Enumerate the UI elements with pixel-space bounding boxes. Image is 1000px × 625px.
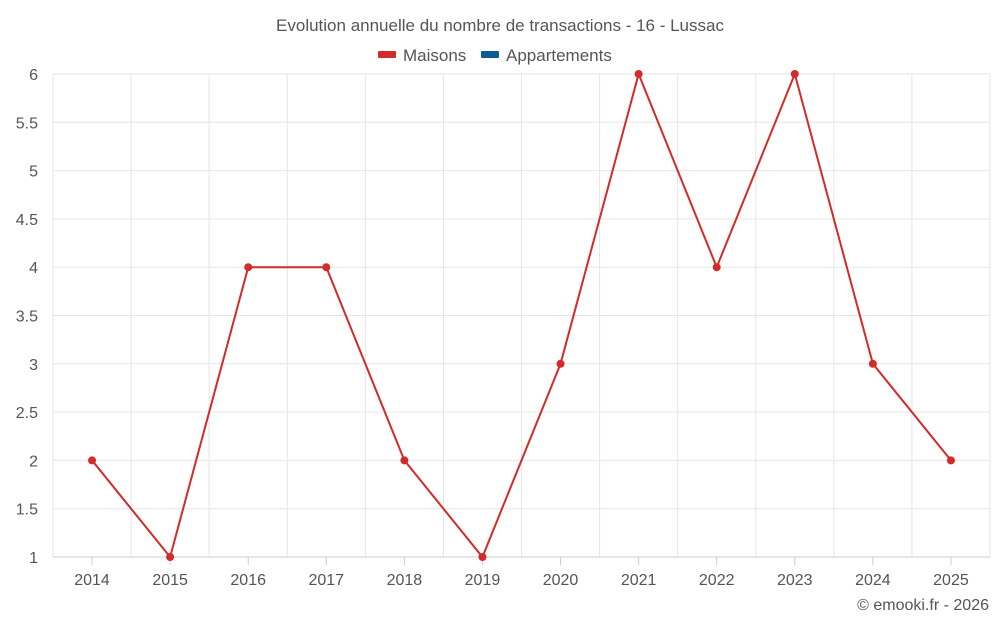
legend-swatch-appartements [481,51,499,58]
series-line-maisons [91,70,952,560]
x-tick-label: 2014 [74,572,110,589]
x-tick-label: 2024 [855,572,891,589]
data-point-maisons[interactable] [634,70,643,78]
y-tick-label: 5 [29,164,38,181]
series [88,70,955,561]
legend-label-maisons: Maisons [403,46,466,65]
data-point-maisons[interactable] [946,456,955,465]
y-tick-label: 4.5 [16,212,38,229]
data-point-maisons[interactable] [88,456,97,465]
y-tick-label: 1.5 [16,502,38,519]
data-point-maisons[interactable] [478,553,487,561]
legend-label-appartements: Appartements [506,46,612,65]
data-point-maisons[interactable] [556,359,565,368]
y-tick-label: 3.5 [16,309,38,326]
data-point-maisons[interactable] [790,70,799,78]
credit-text: © emooki.fr - 2026 [857,597,989,614]
y-tick-label: 1 [29,550,38,567]
x-tick-label: 2020 [543,572,579,589]
legend[interactable]: Maisons Appartements [378,46,612,65]
y-tick-label: 3 [29,357,38,374]
y-tick-label: 5.5 [16,115,38,132]
y-tick-label: 2.5 [16,405,38,422]
grid [52,73,991,557]
x-tick-label: 2019 [465,572,501,589]
data-point-maisons[interactable] [400,456,409,465]
x-tick-label: 2022 [699,572,735,589]
legend-swatch-maisons [378,51,396,58]
x-tick-label: 2016 [230,572,266,589]
x-tick-label: 2018 [387,572,423,589]
legend-item-appartements[interactable]: Appartements [481,46,612,65]
x-tick-label: 2025 [933,572,969,589]
data-point-maisons[interactable] [712,263,721,272]
y-tick-label: 4 [29,260,38,277]
legend-item-maisons[interactable]: Maisons [378,46,466,65]
y-tick-label: 2 [29,453,38,470]
x-tick-label: 2017 [308,572,344,589]
x-tick-label: 2021 [621,572,657,589]
x-tick-label: 2015 [152,572,188,589]
data-point-maisons[interactable] [322,263,331,272]
chart-title: Evolution annuelle du nombre de transact… [276,16,724,35]
data-point-maisons[interactable] [244,263,253,272]
x-tick-label: 2023 [777,572,813,589]
axes: 1 1.5 2 2.5 3 3.5 4 4.5 5 5.5 6 2014 2015 2016 2017 201… [16,67,990,589]
data-point-maisons[interactable] [868,359,877,368]
data-point-maisons[interactable] [166,553,175,561]
y-tick-label: 6 [29,67,38,84]
